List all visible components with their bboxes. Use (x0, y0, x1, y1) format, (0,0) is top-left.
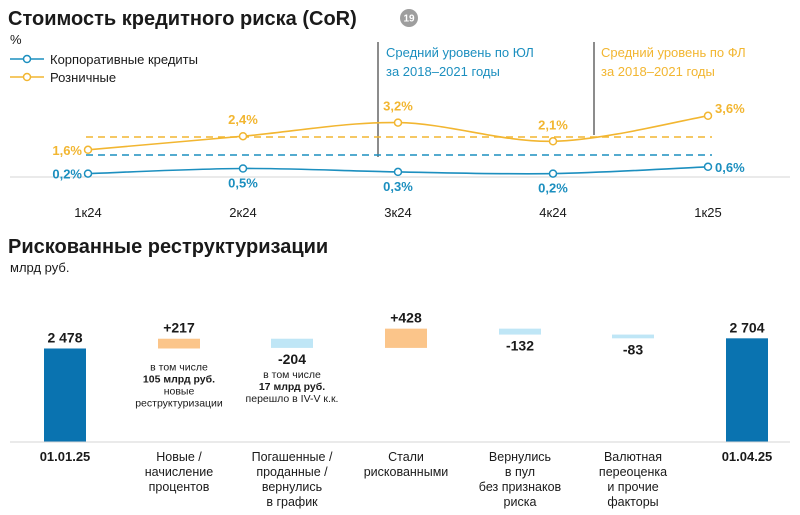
waterfall-value-label: 2 704 (729, 319, 764, 335)
waterfall-category-label: проданные / (256, 465, 328, 479)
waterfall-category-label: Вернулись (489, 450, 551, 464)
legend-label-retail: Розничные (50, 70, 116, 85)
badge-number: 19 (403, 14, 415, 25)
waterfall-category-label: процентов (149, 480, 210, 494)
waterfall-bar (612, 334, 654, 339)
data-label: 3,2% (383, 99, 413, 114)
waterfall-category-label: начисление (145, 465, 213, 479)
waterfall-value-label: -83 (623, 341, 643, 357)
data-point (548, 137, 558, 146)
waterfall-bar (44, 348, 86, 442)
waterfall-category-label: в график (266, 495, 318, 509)
waterfall-note-line: 105 млрд руб. (143, 373, 215, 385)
legend-label-corporate: Корпоративные кредиты (50, 52, 198, 67)
footnote-badge: 19 (400, 9, 418, 27)
waterfall-value-label: -132 (506, 338, 534, 354)
data-point (393, 118, 403, 127)
waterfall-bar (271, 338, 313, 348)
cor-series-layer: 0,2% 0,5% 0,3% 0,2% 0,6% 1,6% 2,4% 3,2% 2,1% 3,6% (52, 99, 745, 196)
restructuring-chart-title: Рискованные реструктуризации (8, 236, 328, 258)
waterfall-category-label: и прочие (607, 480, 658, 494)
waterfall-category-label: переоценка (599, 465, 667, 479)
legend-marker-retail (22, 72, 32, 82)
data-label: 0,2% (538, 181, 568, 196)
x-tick-label: 1к25 (694, 205, 721, 220)
waterfall-category-label: в пул (505, 465, 535, 479)
cor-chart-title: Стоимость кредитного риска (CoR) (8, 8, 357, 30)
waterfall-value-label: +217 (163, 320, 195, 336)
cor-unit-label: % (10, 32, 22, 47)
waterfall-note-line: 17 млрд руб. (259, 381, 325, 393)
data-point (548, 169, 558, 178)
waterfall-bar (385, 328, 427, 348)
waterfall-category-label: без признаков (479, 480, 562, 494)
waterfall-note-line: реструктуризации (135, 397, 223, 409)
data-label: 0,6% (715, 160, 745, 175)
waterfall-bar (726, 338, 768, 442)
ref-corporate-text-2: за 2018–2021 годы (386, 64, 500, 79)
waterfall-category-label: Валютная (604, 450, 662, 464)
waterfall-category-label: Новые / (156, 450, 202, 464)
reference-annotations: Средний уровень по ЮЛ за 2018–2021 годы … (377, 42, 746, 157)
data-label: 3,6% (715, 101, 745, 116)
waterfall-value-label: +428 (390, 310, 422, 326)
data-point (238, 164, 248, 173)
data-label: 2,1% (538, 117, 568, 132)
data-point (83, 145, 93, 155)
waterfall-category-label: факторы (607, 495, 658, 509)
ref-corporate-text-1: Средний уровень по ЮЛ (386, 45, 534, 60)
restructuring-unit-label: млрд руб. (10, 260, 69, 275)
x-tick-label: 4к24 (539, 205, 566, 220)
waterfall-note-line: в том числе (150, 361, 208, 373)
data-label: 0,3% (383, 179, 413, 194)
waterfall-category-label: Стали (388, 450, 424, 464)
ref-retail-text-2: за 2018–2021 годы (601, 64, 715, 79)
waterfall-value-label: -204 (278, 351, 306, 367)
x-tick-label: 1к24 (74, 205, 101, 220)
data-point (703, 162, 713, 172)
waterfall-category-label: вернулись (262, 480, 322, 494)
data-label: 0,5% (228, 176, 258, 191)
legend-marker-corporate (22, 54, 32, 64)
cor-tick-labels: 1к24 2к24 3к24 4к24 1к25 (74, 205, 721, 220)
waterfall-category-label: 01.04.25 (722, 449, 773, 464)
data-point (703, 111, 713, 121)
waterfall-category-label: риска (504, 495, 537, 509)
data-point (238, 131, 248, 141)
waterfall-note-line: в том числе (263, 369, 321, 381)
data-label: 0,2% (52, 167, 82, 182)
badge-circle (400, 9, 418, 27)
waterfall-note-line: перешло в IV-V к.к. (246, 393, 339, 405)
waterfall-category-label: рискованными (364, 465, 449, 479)
waterfall-category-label: 01.01.25 (40, 449, 91, 464)
data-label: 2,4% (228, 112, 258, 127)
waterfall-category-label: Погашенные / (252, 450, 333, 464)
waterfall-note-line: новые (164, 385, 195, 397)
waterfall-value-label: 2 478 (47, 329, 82, 345)
x-tick-label: 2к24 (229, 205, 256, 220)
ref-retail-text-1: Средний уровень по ФЛ (601, 45, 746, 60)
waterfall-bar (499, 328, 541, 335)
data-point (83, 169, 93, 178)
data-point (393, 167, 403, 177)
x-tick-label: 3к24 (384, 205, 411, 220)
data-label: 1,6% (52, 143, 82, 158)
cor-legend: Корпоративные кредиты Розничные (10, 52, 198, 85)
waterfall-bar (158, 338, 200, 349)
